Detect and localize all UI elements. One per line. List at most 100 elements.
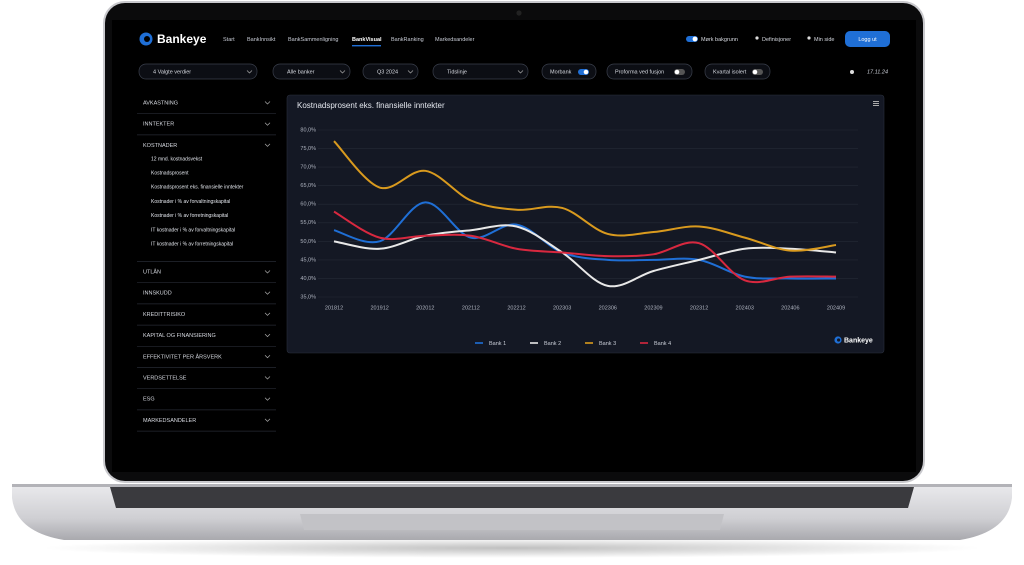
sidebar-item[interactable]: Kostnadsprosent xyxy=(151,171,189,177)
sidebar-item[interactable]: IT kostnader i % av forretningskapital xyxy=(151,242,233,248)
sidebar-item[interactable]: Kostnadsprosent eks. finansielle inntekt… xyxy=(151,185,244,191)
sidebar-section[interactable]: KOSTNADER xyxy=(143,143,177,149)
nav-link[interactable]: Start xyxy=(223,37,235,43)
sidebar-section[interactable]: INNSKUDD xyxy=(143,291,172,297)
dropdown-caret xyxy=(407,70,414,74)
nav-link[interactable]: BankSammenligning xyxy=(288,37,338,43)
sidebar-section[interactable]: KAPITAL OG FINANSIERING xyxy=(143,333,216,339)
sidebar-section[interactable]: AVKASTNING xyxy=(143,100,178,106)
filter-control[interactable] xyxy=(606,63,693,80)
logout-button[interactable] xyxy=(845,31,890,47)
filter-control[interactable] xyxy=(272,63,351,80)
filter-control[interactable] xyxy=(432,63,529,80)
sidebar-section[interactable]: UTLÅN xyxy=(143,268,161,275)
filter-label[interactable]: Tidslinje xyxy=(447,69,467,75)
y-tick-label: 50,0% xyxy=(300,239,316,245)
y-tick-label: 80,0% xyxy=(300,127,316,133)
x-tick-label: 202012 xyxy=(416,305,434,311)
definitions-link[interactable]: Definisjoner xyxy=(762,37,791,43)
legend-label[interactable]: Bank 1 xyxy=(489,341,506,347)
sidebar-caret xyxy=(264,143,271,147)
sidebar-caret xyxy=(264,418,271,422)
filter-toggle-knob xyxy=(674,69,680,75)
y-tick-label: 40,0% xyxy=(300,276,316,282)
chart-title: Kostnadsprosent eks. finansielle inntekt… xyxy=(297,101,445,110)
filter-label[interactable]: Proforma ved fusjon xyxy=(615,69,664,75)
nav-link[interactable]: BankVisual xyxy=(352,37,382,43)
brand[interactable]: Bankeye xyxy=(157,32,207,46)
sidebar-item[interactable]: Kostnader i % av forretningskapital xyxy=(151,213,228,219)
y-tick-label: 70,0% xyxy=(300,165,316,171)
dark-toggle-label[interactable]: Mørk bakgrunn xyxy=(701,37,738,43)
filter-label[interactable]: Q3 2024 xyxy=(377,69,398,75)
menu-icon[interactable] xyxy=(873,101,879,106)
hinge xyxy=(12,484,1012,487)
filter-control[interactable] xyxy=(704,63,771,80)
touchpad xyxy=(300,514,724,530)
y-tick-label: 65,0% xyxy=(300,183,316,189)
filter-label[interactable]: Morbank xyxy=(550,69,572,75)
y-tick-label: 55,0% xyxy=(300,220,316,226)
x-tick-label: 202309 xyxy=(644,305,662,311)
logout-label[interactable]: Logg ut xyxy=(858,37,877,43)
x-tick-label: 202212 xyxy=(507,305,525,311)
x-tick-label: 201812 xyxy=(325,305,343,311)
x-tick-label: 202112 xyxy=(462,305,480,311)
nav-link[interactable]: Markedsandeler xyxy=(435,37,475,43)
chart-panel xyxy=(286,94,885,354)
sidebar-caret xyxy=(264,101,271,105)
my-page-link[interactable]: Min side xyxy=(814,37,834,43)
shadow xyxy=(42,538,982,558)
camera xyxy=(516,10,522,16)
sidebar-section[interactable]: EFFEKTIVITET PER ÅRSVERK xyxy=(143,353,222,360)
sidebar-section[interactable]: VERDSETTELSE xyxy=(143,375,187,381)
dropdown-caret xyxy=(517,70,524,74)
y-tick-label: 45,0% xyxy=(300,257,316,263)
x-tick-label: 202406 xyxy=(781,305,799,311)
legend-label[interactable]: Bank 2 xyxy=(544,341,561,347)
filter-label[interactable]: 4 Valgte verdier xyxy=(153,69,191,75)
filter-control[interactable] xyxy=(362,63,419,80)
sidebar-caret xyxy=(264,270,271,274)
filter-control[interactable] xyxy=(541,63,597,80)
keyboard xyxy=(110,487,914,508)
line-series xyxy=(333,140,837,252)
filter-label[interactable]: Alle banker xyxy=(287,69,315,75)
y-tick-label: 75,0% xyxy=(300,146,316,152)
sidebar-section[interactable]: KREDITTRISIKO xyxy=(143,312,186,318)
filter-label[interactable]: Kvartal isolert xyxy=(713,69,747,75)
filter-control[interactable] xyxy=(138,63,258,80)
x-tick-label: 201912 xyxy=(370,305,388,311)
filter-toggle-knob xyxy=(752,69,758,75)
legend-label[interactable]: Bank 3 xyxy=(599,341,616,347)
footer-logo-hole xyxy=(837,338,841,342)
y-tick-label: 60,0% xyxy=(300,202,316,208)
sidebar-item[interactable]: Kostnader i % av forvaltningskapital xyxy=(151,199,230,205)
nav-link[interactable]: BankInnsikt xyxy=(247,37,276,43)
user-icon xyxy=(755,36,759,40)
sidebar-item[interactable]: IT kostnader i % av forvaltningskapital xyxy=(151,227,235,233)
sidebar-section[interactable]: ESG xyxy=(143,397,155,403)
sidebar-caret xyxy=(264,312,271,316)
nav-link[interactable]: BankRanking xyxy=(391,37,424,43)
bell-icon[interactable] xyxy=(850,70,854,74)
timestamp: 17.11.24 xyxy=(867,69,888,75)
sidebar-section[interactable]: MARKEDSANDELER xyxy=(143,418,196,424)
sidebar-section[interactable]: INNTEKTER xyxy=(143,122,174,128)
legend-label[interactable]: Bank 4 xyxy=(654,341,671,347)
sidebar-caret xyxy=(264,397,271,401)
nav-active-underline xyxy=(352,45,381,47)
sidebar-caret xyxy=(264,376,271,380)
dropdown-caret xyxy=(339,70,346,74)
x-tick-label: 202306 xyxy=(599,305,617,311)
sidebar-caret xyxy=(264,333,271,338)
line-series xyxy=(333,210,837,284)
user-icon xyxy=(807,36,811,40)
x-tick-label: 202312 xyxy=(690,305,708,311)
sidebar-item[interactable]: 12 mnd. kostnadsvekst xyxy=(151,156,203,162)
x-tick-label: 202303 xyxy=(553,305,571,311)
logo-icon-hole xyxy=(144,36,150,42)
toggle-knob xyxy=(692,36,698,42)
x-tick-label: 202409 xyxy=(827,305,845,311)
